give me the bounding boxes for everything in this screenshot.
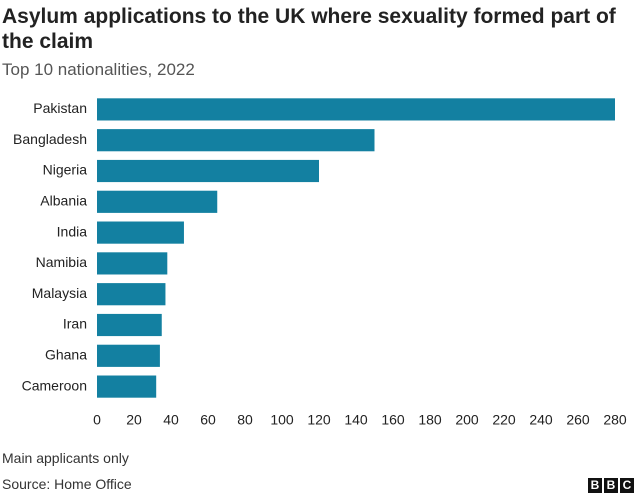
y-tick-label: Ghana: [45, 347, 87, 363]
note: Main applicants only: [2, 450, 129, 466]
x-tick-label: 260: [566, 412, 590, 428]
bar: [97, 375, 157, 398]
y-tick-label: Cameroon: [22, 377, 87, 393]
logo-letter: B: [588, 478, 602, 493]
x-tick-label: 140: [344, 412, 368, 428]
chart-title: Asylum applications to the UK where sexu…: [2, 5, 616, 53]
y-tick-label: India: [57, 223, 88, 239]
y-tick-label: Namibia: [36, 254, 88, 270]
x-tick-label: 60: [200, 412, 216, 428]
x-tick-label: 240: [529, 412, 553, 428]
bar: [97, 159, 319, 183]
chart: 0 20 40 60 80 100 120 140 160 180 200 220 240 260 280 P…: [13, 98, 627, 428]
y-tick-label: Nigeria: [43, 162, 88, 178]
bar: [97, 129, 375, 152]
x-tick-label: 120: [307, 412, 331, 428]
x-tick-label: 40: [163, 412, 179, 428]
x-tick-label: 180: [418, 412, 442, 428]
x-tick-label: 220: [492, 412, 516, 428]
logo: B B C: [588, 478, 634, 493]
bar: [97, 344, 160, 367]
x-tick-label: 100: [270, 412, 294, 428]
y-tick-label: Pakistan: [33, 100, 87, 116]
bar: [97, 283, 166, 306]
logo-letter: B: [604, 478, 618, 493]
y-tick-label: Bangladesh: [13, 131, 87, 147]
y-tick-label: Albania: [40, 193, 87, 209]
bar: [97, 190, 218, 213]
y-tick-label: Iran: [63, 316, 87, 332]
x-tick-label: 200: [455, 412, 479, 428]
chart-subtitle: Top 10 nationalities, 2022: [2, 60, 195, 79]
bar: [97, 221, 184, 244]
bar: [97, 98, 615, 121]
x-tick-label: 20: [126, 412, 142, 428]
source: Source: Home Office: [2, 476, 132, 492]
x-tick-label: 280: [603, 412, 627, 428]
x-tick-label: 80: [237, 412, 253, 428]
x-tick-label: 0: [93, 412, 101, 428]
bar: [97, 252, 168, 275]
y-tick-label: Malaysia: [32, 285, 87, 301]
x-tick-label: 160: [381, 412, 405, 428]
bar: [97, 313, 162, 337]
logo-letter: C: [620, 478, 634, 493]
